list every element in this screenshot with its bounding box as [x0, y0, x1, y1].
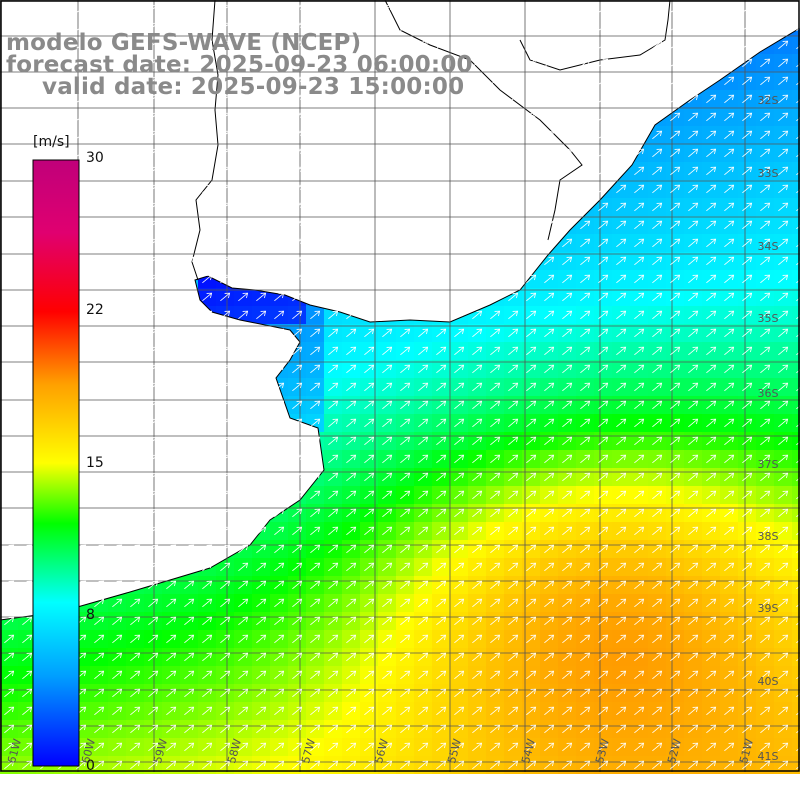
wind-cell	[792, 306, 800, 324]
wind-cell	[792, 144, 800, 162]
wind-cell	[792, 108, 800, 126]
wind-cell	[792, 72, 800, 90]
wind-cell	[792, 270, 800, 288]
wind-cell	[792, 288, 800, 306]
wind-cell	[792, 162, 800, 180]
latitude-label: 41S	[758, 750, 779, 763]
latitude-label: 33S	[758, 167, 779, 180]
colorbar-tick: 15	[86, 455, 104, 471]
colorbar-tick: 30	[86, 150, 104, 166]
latitude-label: 34S	[758, 240, 779, 253]
colorbar-tick: 22	[86, 302, 104, 318]
latitude-label: 37S	[758, 458, 779, 471]
latitude-label: 36S	[758, 387, 779, 400]
wind-cell	[792, 360, 800, 378]
latitude-label: 40S	[758, 675, 779, 688]
wind-cell	[792, 198, 800, 216]
colorbar-unit: [m/s]	[33, 134, 70, 150]
wind-cell	[792, 378, 800, 396]
wind-cell	[792, 414, 800, 432]
wind-cell	[792, 252, 800, 270]
wind-cell	[792, 234, 800, 252]
valid-date: valid date: 2025-09-23 15:00:00	[42, 74, 465, 100]
wind-cell	[792, 54, 800, 72]
latitude-label: 32S	[758, 94, 779, 107]
wind-cell	[792, 342, 800, 360]
wind-cell	[792, 90, 800, 108]
wind-cell	[792, 36, 800, 54]
wind-cell	[792, 216, 800, 234]
wind-cell	[792, 396, 800, 414]
latitude-label: 39S	[758, 602, 779, 615]
wind-cell	[792, 324, 800, 342]
colorbar-tick: 8	[86, 607, 95, 623]
colorbar	[32, 159, 80, 767]
latitude-label: 38S	[758, 530, 779, 543]
colorbar-tick: 0	[86, 758, 95, 774]
latitude-label: 35S	[758, 312, 779, 325]
wind-cell	[792, 180, 800, 198]
wind-cell	[792, 126, 800, 144]
